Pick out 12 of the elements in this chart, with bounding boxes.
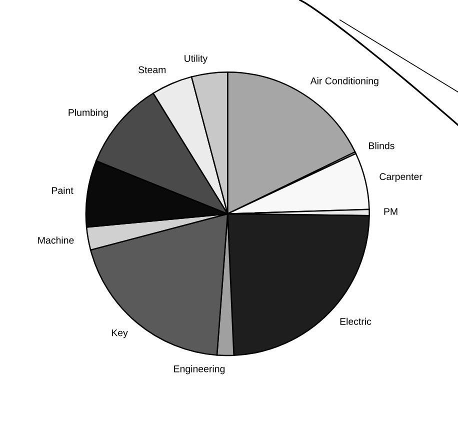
slice-label: Plumbing bbox=[68, 108, 108, 118]
slice-label: Engineering bbox=[174, 365, 225, 374]
slice-label: Steam bbox=[138, 66, 166, 74]
slice-label: Key bbox=[112, 329, 128, 338]
slice-label: Blinds bbox=[369, 142, 394, 150]
slice-label: Machine bbox=[38, 236, 74, 244]
slice-label: Utility bbox=[184, 54, 208, 64]
slice-label: Electric bbox=[340, 318, 372, 325]
slice-label: Carpenter bbox=[380, 173, 422, 182]
slice-label: Air Conditioning bbox=[310, 77, 378, 86]
slice-label: PM bbox=[384, 208, 398, 215]
slice-label: Paint bbox=[52, 186, 74, 194]
